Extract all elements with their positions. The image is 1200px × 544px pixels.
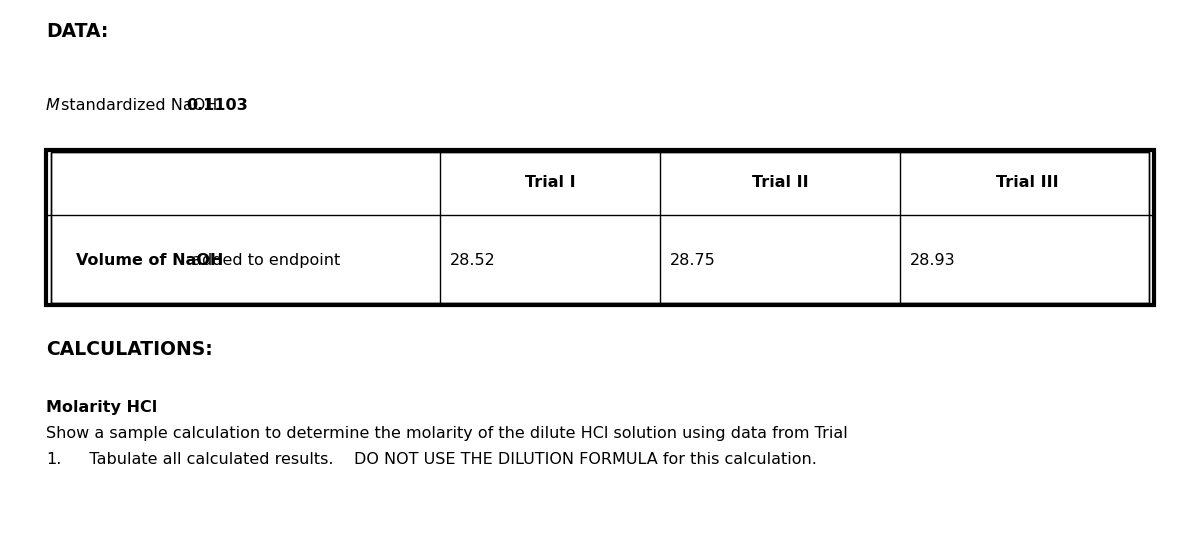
Text: 0.1103: 0.1103 — [186, 98, 247, 113]
Text: Trial III: Trial III — [996, 175, 1058, 190]
Text: 28.52: 28.52 — [450, 252, 496, 268]
Text: Trial II: Trial II — [751, 175, 809, 190]
Text: CALCULATIONS:: CALCULATIONS: — [46, 340, 212, 359]
Text: 28.93: 28.93 — [910, 252, 955, 268]
Text: 28.75: 28.75 — [670, 252, 715, 268]
Bar — [50, 152, 1150, 303]
Bar — [46, 150, 1154, 305]
Text: added to endpoint: added to endpoint — [187, 252, 341, 268]
Text: Molarity HCl: Molarity HCl — [46, 400, 157, 415]
Text: DATA:: DATA: — [46, 22, 108, 41]
Text: M: M — [46, 98, 60, 113]
Text: Tabulate all calculated results.    DO NOT USE THE DILUTION FORMULA for this cal: Tabulate all calculated results. DO NOT … — [74, 452, 817, 467]
Text: Trial I: Trial I — [524, 175, 575, 190]
Text: Volume of NaOH: Volume of NaOH — [76, 252, 223, 268]
Text: standardized NaOH: standardized NaOH — [56, 98, 222, 113]
Text: 1.: 1. — [46, 452, 61, 467]
Bar — [50, 152, 1150, 303]
Text: Show a sample calculation to determine the molarity of the dilute HCl solution u: Show a sample calculation to determine t… — [46, 426, 847, 441]
